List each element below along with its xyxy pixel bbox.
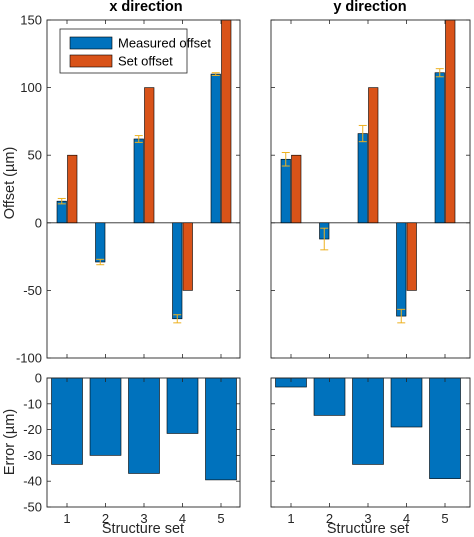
legend-swatch-set bbox=[69, 54, 113, 68]
ytick-label-xdir-error--30: -30 bbox=[23, 448, 42, 463]
bar-measured-xdir-offset-5 bbox=[210, 73, 221, 224]
bar-set-xdir-offset-3 bbox=[144, 87, 155, 224]
ylabel-error: Error (µm) bbox=[2, 409, 18, 475]
xtick-label-xdir-error-5: 5 bbox=[217, 511, 224, 526]
bar-set-xdir-offset-1 bbox=[67, 154, 78, 224]
xtick-label-xdir-error-4: 4 bbox=[179, 511, 186, 526]
ytick-label-xdir-error--50: -50 bbox=[23, 500, 42, 515]
ytick-label-xdir-offset-100: 100 bbox=[20, 80, 42, 95]
ytick-label-xdir-offset-150: 150 bbox=[20, 13, 42, 28]
axes-frame-ydir-offset bbox=[270, 19, 471, 359]
bar-measured-xdir-offset-2 bbox=[95, 222, 106, 263]
xtick-label-ydir-error-1: 1 bbox=[287, 511, 294, 526]
ylabel-offset: Offset (µm) bbox=[2, 147, 18, 220]
xtick-label-xdir-error-1: 1 bbox=[63, 511, 70, 526]
panel-y-direction-offset bbox=[270, 19, 471, 359]
ytick-label-xdir-offset--50: -50 bbox=[23, 283, 42, 298]
bar-measured-xdir-offset-3 bbox=[133, 138, 144, 224]
legend-swatch-measured bbox=[69, 36, 113, 50]
ytick-label-xdir-error--10: -10 bbox=[23, 396, 42, 411]
bar-measured-xdir-offset-1 bbox=[56, 200, 67, 224]
bar-error-ydir-error-3 bbox=[352, 377, 384, 465]
bar-error-ydir-error-4 bbox=[390, 377, 423, 428]
bar-set-ydir-offset-5 bbox=[445, 19, 456, 224]
bar-error-xdir-error-5 bbox=[205, 377, 237, 481]
xtick-label-xdir-error-2: 2 bbox=[102, 511, 109, 526]
bar-measured-ydir-offset-3 bbox=[357, 133, 368, 224]
bar-error-xdir-error-4 bbox=[166, 377, 199, 434]
legend-label-set: Set offset bbox=[118, 54, 173, 69]
panel-y-direction-error: 1 2 3 4 5 bbox=[270, 377, 471, 526]
bar-measured-ydir-offset-1 bbox=[280, 158, 291, 224]
bar-error-ydir-error-2 bbox=[313, 377, 346, 416]
title-y-direction: y direction bbox=[333, 0, 406, 15]
bar-measured-xdir-offset-4 bbox=[172, 222, 183, 320]
bar-error-xdir-error-3 bbox=[128, 377, 160, 474]
ytick-label-xdir-offset--100: -100 bbox=[16, 351, 42, 366]
xtick-label-ydir-error-3: 3 bbox=[364, 511, 371, 526]
bar-measured-ydir-offset-5 bbox=[434, 72, 445, 224]
bar-error-xdir-error-1 bbox=[51, 377, 83, 465]
axes-frame-xdir-offset bbox=[46, 19, 241, 359]
legend: Measured offset Set offset bbox=[59, 28, 211, 74]
ytick-label-xdir-error-0: 0 bbox=[35, 371, 42, 386]
bar-set-ydir-offset-4 bbox=[406, 222, 417, 291]
title-x-direction: x direction bbox=[109, 0, 182, 15]
bar-set-ydir-offset-3 bbox=[368, 87, 379, 224]
legend-label-measured: Measured offset bbox=[118, 36, 211, 51]
bar-set-xdir-offset-4 bbox=[182, 222, 193, 291]
xlabel-structure-set-left: Structure set bbox=[102, 521, 184, 537]
bar-set-xdir-offset-5 bbox=[221, 19, 232, 224]
xtick-label-ydir-error-4: 4 bbox=[403, 511, 410, 526]
bar-measured-ydir-offset-4 bbox=[396, 222, 407, 317]
panel-x-direction-offset: -100 -50 0 50 100 150 bbox=[16, 13, 241, 366]
xtick-label-ydir-error-5: 5 bbox=[441, 511, 448, 526]
xtick-label-xdir-error-3: 3 bbox=[140, 511, 147, 526]
axes-frame-ydir-error bbox=[270, 377, 471, 508]
ytick-label-xdir-error--40: -40 bbox=[23, 474, 42, 489]
ytick-label-xdir-offset-50: 50 bbox=[28, 148, 42, 163]
ytick-label-xdir-offset-0: 0 bbox=[35, 215, 42, 230]
ytick-label-xdir-error--20: -20 bbox=[23, 422, 42, 437]
bar-error-xdir-error-2 bbox=[89, 377, 122, 456]
bar-set-ydir-offset-1 bbox=[291, 154, 302, 224]
bar-error-ydir-error-5 bbox=[429, 377, 461, 479]
axes-frame-xdir-error bbox=[46, 377, 241, 508]
xtick-label-ydir-error-2: 2 bbox=[326, 511, 333, 526]
xlabel-structure-set-right: Structure set bbox=[327, 521, 409, 537]
panel-x-direction-error: -50 -40 -30 -20 -10 0 1 2 3 4 5 bbox=[23, 371, 241, 526]
